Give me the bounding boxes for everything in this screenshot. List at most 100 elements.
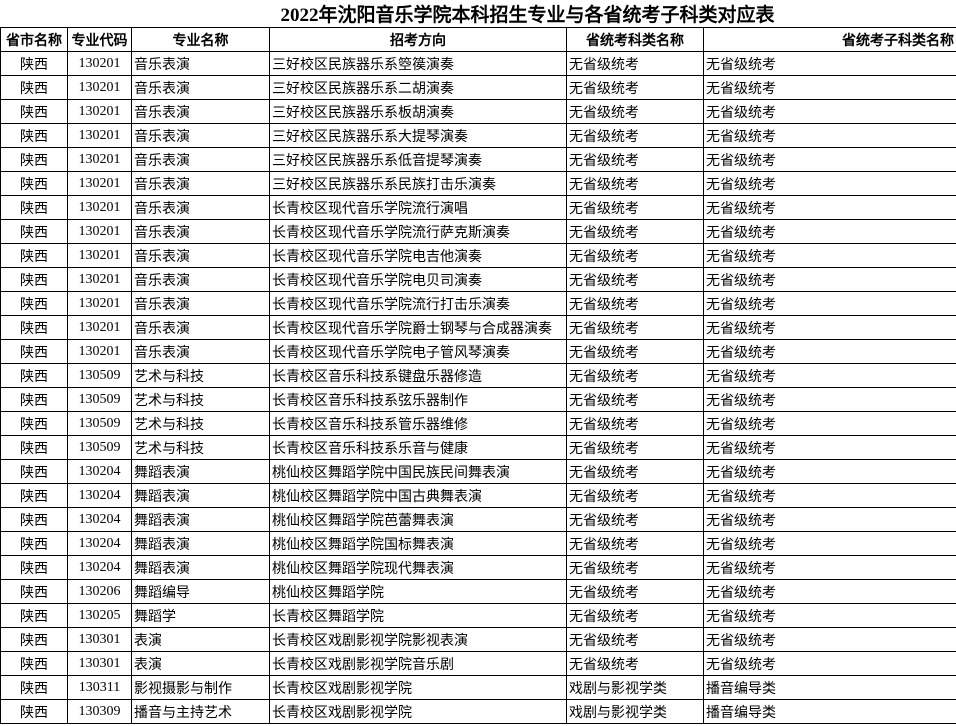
table-cell: 130301: [67, 627, 132, 652]
table-cell: 无省级统考: [702, 459, 956, 484]
table-cell: 表演: [131, 627, 270, 652]
table-cell: 长青校区音乐科技系管乐器维修: [269, 411, 567, 436]
table-row: 陕西 130311 影视摄影与制作 长青校区戏剧影视学院 戏剧与影视学类 播音编导类: [0, 675, 956, 700]
table-cell: 无省级统考: [566, 315, 704, 340]
table-cell: 陕西: [0, 603, 68, 628]
table-cell: 无省级统考: [702, 147, 956, 172]
table-cell: 陕西: [0, 435, 68, 460]
table-row: 陕西 130204 舞蹈表演 桃仙校区舞蹈学院现代舞表演 无省级统考 无省级统考: [0, 555, 956, 580]
table-cell: 陕西: [0, 627, 68, 652]
table-cell: 舞蹈学: [131, 603, 270, 628]
table-row: 陕西 130309 播音与主持艺术 长青校区戏剧影视学院 戏剧与影视学类 播音编导类: [0, 699, 956, 724]
table-cell: 长青校区戏剧影视学院影视表演: [269, 627, 567, 652]
table-row: 陕西 130201 音乐表演 长青校区现代音乐学院电吉他演奏 无省级统考 无省级统考: [0, 243, 956, 268]
table-cell: 陕西: [0, 51, 68, 76]
column-header: 省统考科类名称: [566, 27, 704, 52]
table-cell: 陕西: [0, 219, 68, 244]
table-cell: 无省级统考: [702, 627, 956, 652]
table-cell: 无省级统考: [566, 363, 704, 388]
table-cell: 桃仙校区舞蹈学院现代舞表演: [269, 555, 567, 580]
table-cell: 陕西: [0, 651, 68, 676]
table-row: 陕西 130201 音乐表演 三好校区民族器乐系箜篌演奏 无省级统考 无省级统考: [0, 51, 956, 76]
table-cell: 130204: [67, 555, 132, 580]
table-cell: 无省级统考: [566, 483, 704, 508]
table-cell: 无省级统考: [702, 243, 956, 268]
table-cell: 长青校区舞蹈学院: [269, 603, 567, 628]
table-cell: 无省级统考: [702, 291, 956, 316]
table-cell: 130201: [67, 123, 132, 148]
table-row: 陕西 130201 音乐表演 长青校区现代音乐学院流行萨克斯演奏 无省级统考 无省级统考: [0, 219, 956, 244]
table-cell: 130311: [67, 675, 132, 700]
table-cell: 长青校区现代音乐学院流行演唱: [269, 195, 567, 220]
table-cell: 无省级统考: [702, 507, 956, 532]
table-cell: 音乐表演: [131, 99, 270, 124]
table-cell: 长青校区现代音乐学院流行打击乐演奏: [269, 291, 567, 316]
table-title: 2022年沈阳音乐学院本科招生专业与各省统考子科类对应表: [280, 5, 775, 26]
column-header: 招考方向: [269, 27, 567, 52]
table-cell: 陕西: [0, 99, 68, 124]
table-cell: 130204: [67, 531, 132, 556]
table-cell: 长青校区现代音乐学院电子管风琴演奏: [269, 339, 567, 364]
table-cell: 长青校区音乐科技系键盘乐器修造: [269, 363, 567, 388]
table-cell: 舞蹈表演: [131, 507, 270, 532]
table-cell: 无省级统考: [566, 339, 704, 364]
table-cell: 陕西: [0, 555, 68, 580]
table-cell: 无省级统考: [566, 531, 704, 556]
table-cell: 陕西: [0, 171, 68, 196]
table-cell: 无省级统考: [566, 123, 704, 148]
table-cell: 桃仙校区舞蹈学院中国古典舞表演: [269, 483, 567, 508]
table-cell: 舞蹈表演: [131, 459, 270, 484]
table-row: 陕西 130205 舞蹈学 长青校区舞蹈学院 无省级统考 无省级统考: [0, 603, 956, 628]
table-cell: 无省级统考: [702, 435, 956, 460]
table-cell: 陕西: [0, 411, 68, 436]
table-cell: 三好校区民族器乐系民族打击乐演奏: [269, 171, 567, 196]
table-cell: 无省级统考: [566, 555, 704, 580]
table-cell: 130201: [67, 315, 132, 340]
table-cell: 陕西: [0, 579, 68, 604]
table-cell: 陕西: [0, 507, 68, 532]
table-cell: 陕西: [0, 483, 68, 508]
table-row: 陕西 130201 音乐表演 长青校区现代音乐学院流行演唱 无省级统考 无省级统考: [0, 195, 956, 220]
table-cell: 无省级统考: [702, 219, 956, 244]
table-cell: 130201: [67, 291, 132, 316]
table-cell: 无省级统考: [702, 651, 956, 676]
table-cell: 陕西: [0, 675, 68, 700]
table-cell: 长青校区现代音乐学院流行萨克斯演奏: [269, 219, 567, 244]
table-cell: 无省级统考: [702, 555, 956, 580]
table-cell: 无省级统考: [702, 51, 956, 76]
table-cell: 音乐表演: [131, 315, 270, 340]
table-row: 陕西 130509 艺术与科技 长青校区音乐科技系乐音与健康 无省级统考 无省级统考: [0, 435, 956, 460]
table-row: 陕西 130204 舞蹈表演 桃仙校区舞蹈学院芭蕾舞表演 无省级统考 无省级统考: [0, 507, 956, 532]
table-cell: 130201: [67, 147, 132, 172]
table-cell: 陕西: [0, 123, 68, 148]
table-row: 陕西 130201 音乐表演 长青校区现代音乐学院爵士钢琴与合成器演奏 无省级统考 无省级…: [0, 315, 956, 340]
table-row: 陕西 130301 表演 长青校区戏剧影视学院影视表演 无省级统考 无省级统考: [0, 627, 956, 652]
table-cell: 130201: [67, 219, 132, 244]
table-cell: 130204: [67, 483, 132, 508]
table-cell: 三好校区民族器乐系低音提琴演奏: [269, 147, 567, 172]
table-cell: 无省级统考: [566, 411, 704, 436]
table-cell: 130309: [67, 699, 132, 724]
table-cell: 桃仙校区舞蹈学院中国民族民间舞表演: [269, 459, 567, 484]
table-cell: 无省级统考: [702, 171, 956, 196]
table-row: 陕西 130204 舞蹈表演 桃仙校区舞蹈学院中国民族民间舞表演 无省级统考 无省级统考: [0, 459, 956, 484]
table-row: 陕西 130201 音乐表演 三好校区民族器乐系民族打击乐演奏 无省级统考 无省级统考: [0, 171, 956, 196]
table-cell: 无省级统考: [702, 195, 956, 220]
table-cell: 长青校区音乐科技系弦乐器制作: [269, 387, 567, 412]
table-cell: 三好校区民族器乐系箜篌演奏: [269, 51, 567, 76]
table-cell: 130509: [67, 411, 132, 436]
table-body: 陕西 130201 音乐表演 三好校区民族器乐系箜篌演奏 无省级统考 无省级统考 陕西 130…: [0, 51, 956, 724]
table-cell: 播音编导类: [702, 675, 956, 700]
table-cell: 陕西: [0, 195, 68, 220]
table-cell: 无省级统考: [566, 459, 704, 484]
table-cell: 无省级统考: [566, 579, 704, 604]
table-cell: 无省级统考: [566, 603, 704, 628]
table-cell: 无省级统考: [702, 315, 956, 340]
table-cell: 无省级统考: [566, 291, 704, 316]
table-cell: 长青校区现代音乐学院爵士钢琴与合成器演奏: [269, 315, 567, 340]
table-cell: 艺术与科技: [131, 363, 270, 388]
table-cell: 无省级统考: [566, 75, 704, 100]
table-row: 陕西 130509 艺术与科技 长青校区音乐科技系管乐器维修 无省级统考 无省级统考: [0, 411, 956, 436]
table-row: 陕西 130204 舞蹈表演 桃仙校区舞蹈学院国标舞表演 无省级统考 无省级统考: [0, 531, 956, 556]
